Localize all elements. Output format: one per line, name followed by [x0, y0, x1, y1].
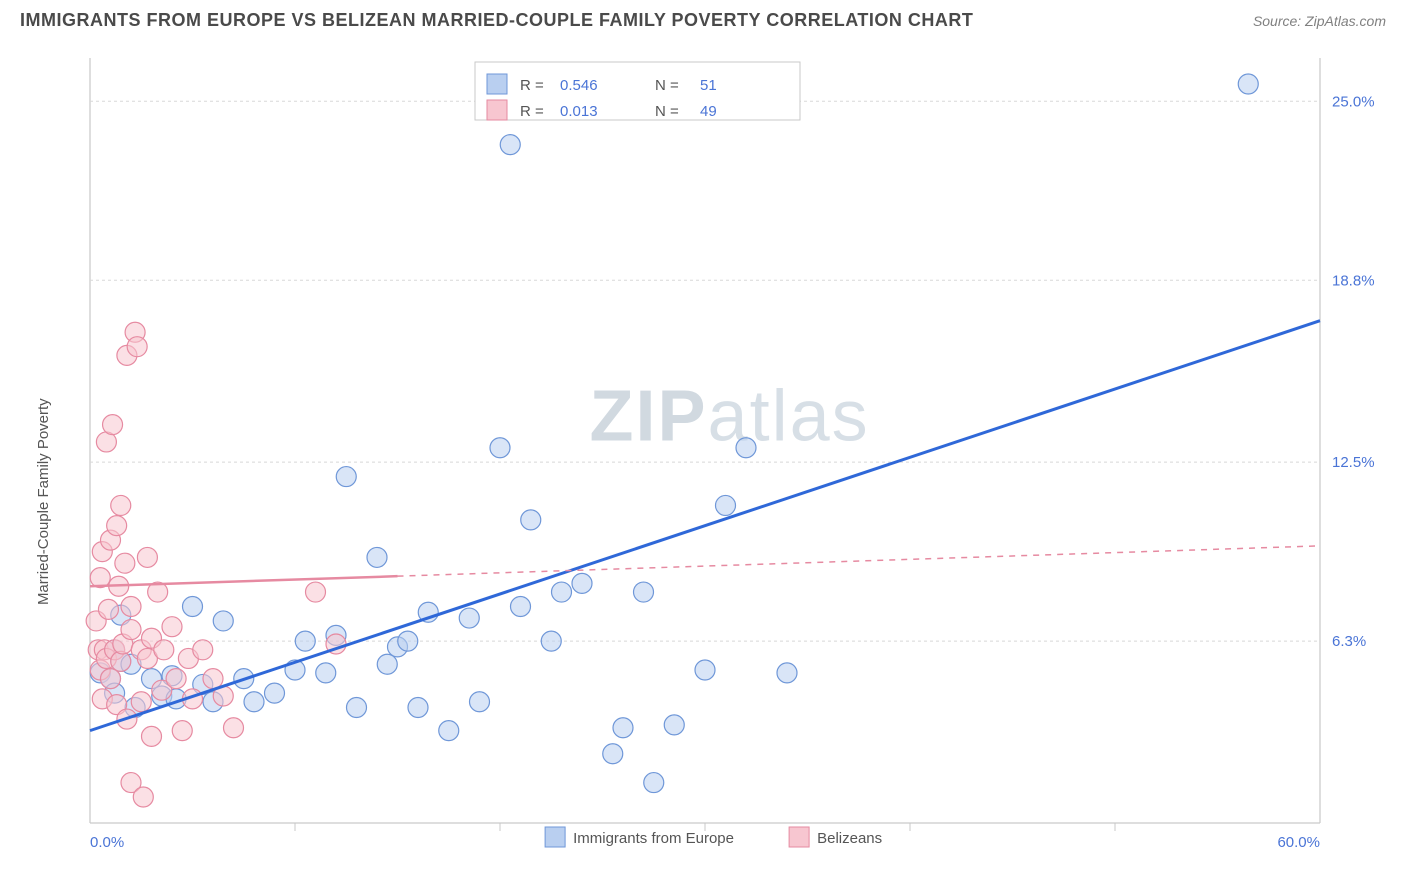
data-point [541, 631, 561, 651]
data-point [295, 631, 315, 651]
data-point [133, 787, 153, 807]
trend-line-dashed [398, 546, 1321, 576]
y-tick-label: 6.3% [1332, 633, 1366, 650]
data-point [244, 692, 264, 712]
y-tick-label: 18.8% [1332, 272, 1375, 289]
chart-source: Source: ZipAtlas.com [1253, 13, 1386, 29]
data-point [115, 553, 135, 573]
data-point [459, 608, 479, 628]
y-tick-label: 12.5% [1332, 454, 1375, 471]
legend-r-label: R = [520, 103, 544, 120]
legend-r-label: R = [520, 77, 544, 94]
data-point [121, 620, 141, 640]
data-point [695, 660, 715, 680]
data-point [511, 596, 531, 616]
chart-container: 6.3% 12.5% 18.8% 25.0% ZIPatlas Married-Coupl… [20, 48, 1386, 872]
data-point [265, 683, 285, 703]
data-point [213, 611, 233, 631]
scatter-chart: 6.3% 12.5% 18.8% 25.0% ZIPatlas Married-Coupl… [20, 48, 1386, 872]
data-point [439, 721, 459, 741]
legend-r-value: 0.013 [560, 103, 598, 120]
data-point [470, 692, 490, 712]
legend-n-value: 49 [700, 103, 717, 120]
data-point [162, 617, 182, 637]
data-point [98, 599, 118, 619]
data-point [367, 547, 387, 567]
data-point [613, 718, 633, 738]
legend-n-label: N = [655, 77, 679, 94]
y-tick-label: 25.0% [1332, 93, 1375, 110]
data-point [634, 582, 654, 602]
chart-title: IMMIGRANTS FROM EUROPE VS BELIZEAN MARRI… [20, 10, 973, 31]
data-point [111, 495, 131, 515]
data-point [347, 698, 367, 718]
data-point [224, 718, 244, 738]
data-point [166, 669, 186, 689]
data-point [316, 663, 336, 683]
data-point [183, 596, 203, 616]
data-point [142, 726, 162, 746]
data-point [490, 438, 510, 458]
data-point [137, 547, 157, 567]
x-max-label: 60.0% [1277, 834, 1320, 851]
chart-header: IMMIGRANTS FROM EUROPE VS BELIZEAN MARRI… [0, 0, 1406, 37]
data-point [127, 337, 147, 357]
legend-swatch [487, 100, 507, 120]
data-point [552, 582, 572, 602]
footer-legend-swatch [545, 827, 565, 847]
legend-n-value: 51 [700, 77, 717, 94]
data-point [203, 669, 223, 689]
data-point [572, 573, 592, 593]
data-point [1238, 74, 1258, 94]
watermark: ZIPatlas [590, 377, 870, 457]
data-point [336, 467, 356, 487]
data-point [716, 495, 736, 515]
trend-line-solid [90, 576, 398, 586]
data-point [172, 721, 192, 741]
x-min-label: 0.0% [90, 834, 124, 851]
footer-legend-swatch [789, 827, 809, 847]
data-point [408, 698, 428, 718]
data-point [154, 640, 174, 660]
data-point [603, 744, 623, 764]
data-point [777, 663, 797, 683]
data-point [121, 596, 141, 616]
data-point [131, 692, 151, 712]
footer-legend-label: Immigrants from Europe [573, 830, 734, 847]
data-point [500, 135, 520, 155]
data-point [107, 516, 127, 536]
data-point [521, 510, 541, 530]
legend-swatch [487, 74, 507, 94]
legend-n-label: N = [655, 103, 679, 120]
data-point [398, 631, 418, 651]
legend-r-value: 0.546 [560, 77, 598, 94]
data-point [193, 640, 213, 660]
data-point [306, 582, 326, 602]
data-point [103, 415, 123, 435]
data-point [377, 654, 397, 674]
data-point [664, 715, 684, 735]
y-axis-title: Married-Couple Family Poverty [35, 398, 52, 605]
data-point [644, 773, 664, 793]
data-point [101, 669, 121, 689]
data-point [736, 438, 756, 458]
footer-legend-label: Belizeans [817, 830, 882, 847]
